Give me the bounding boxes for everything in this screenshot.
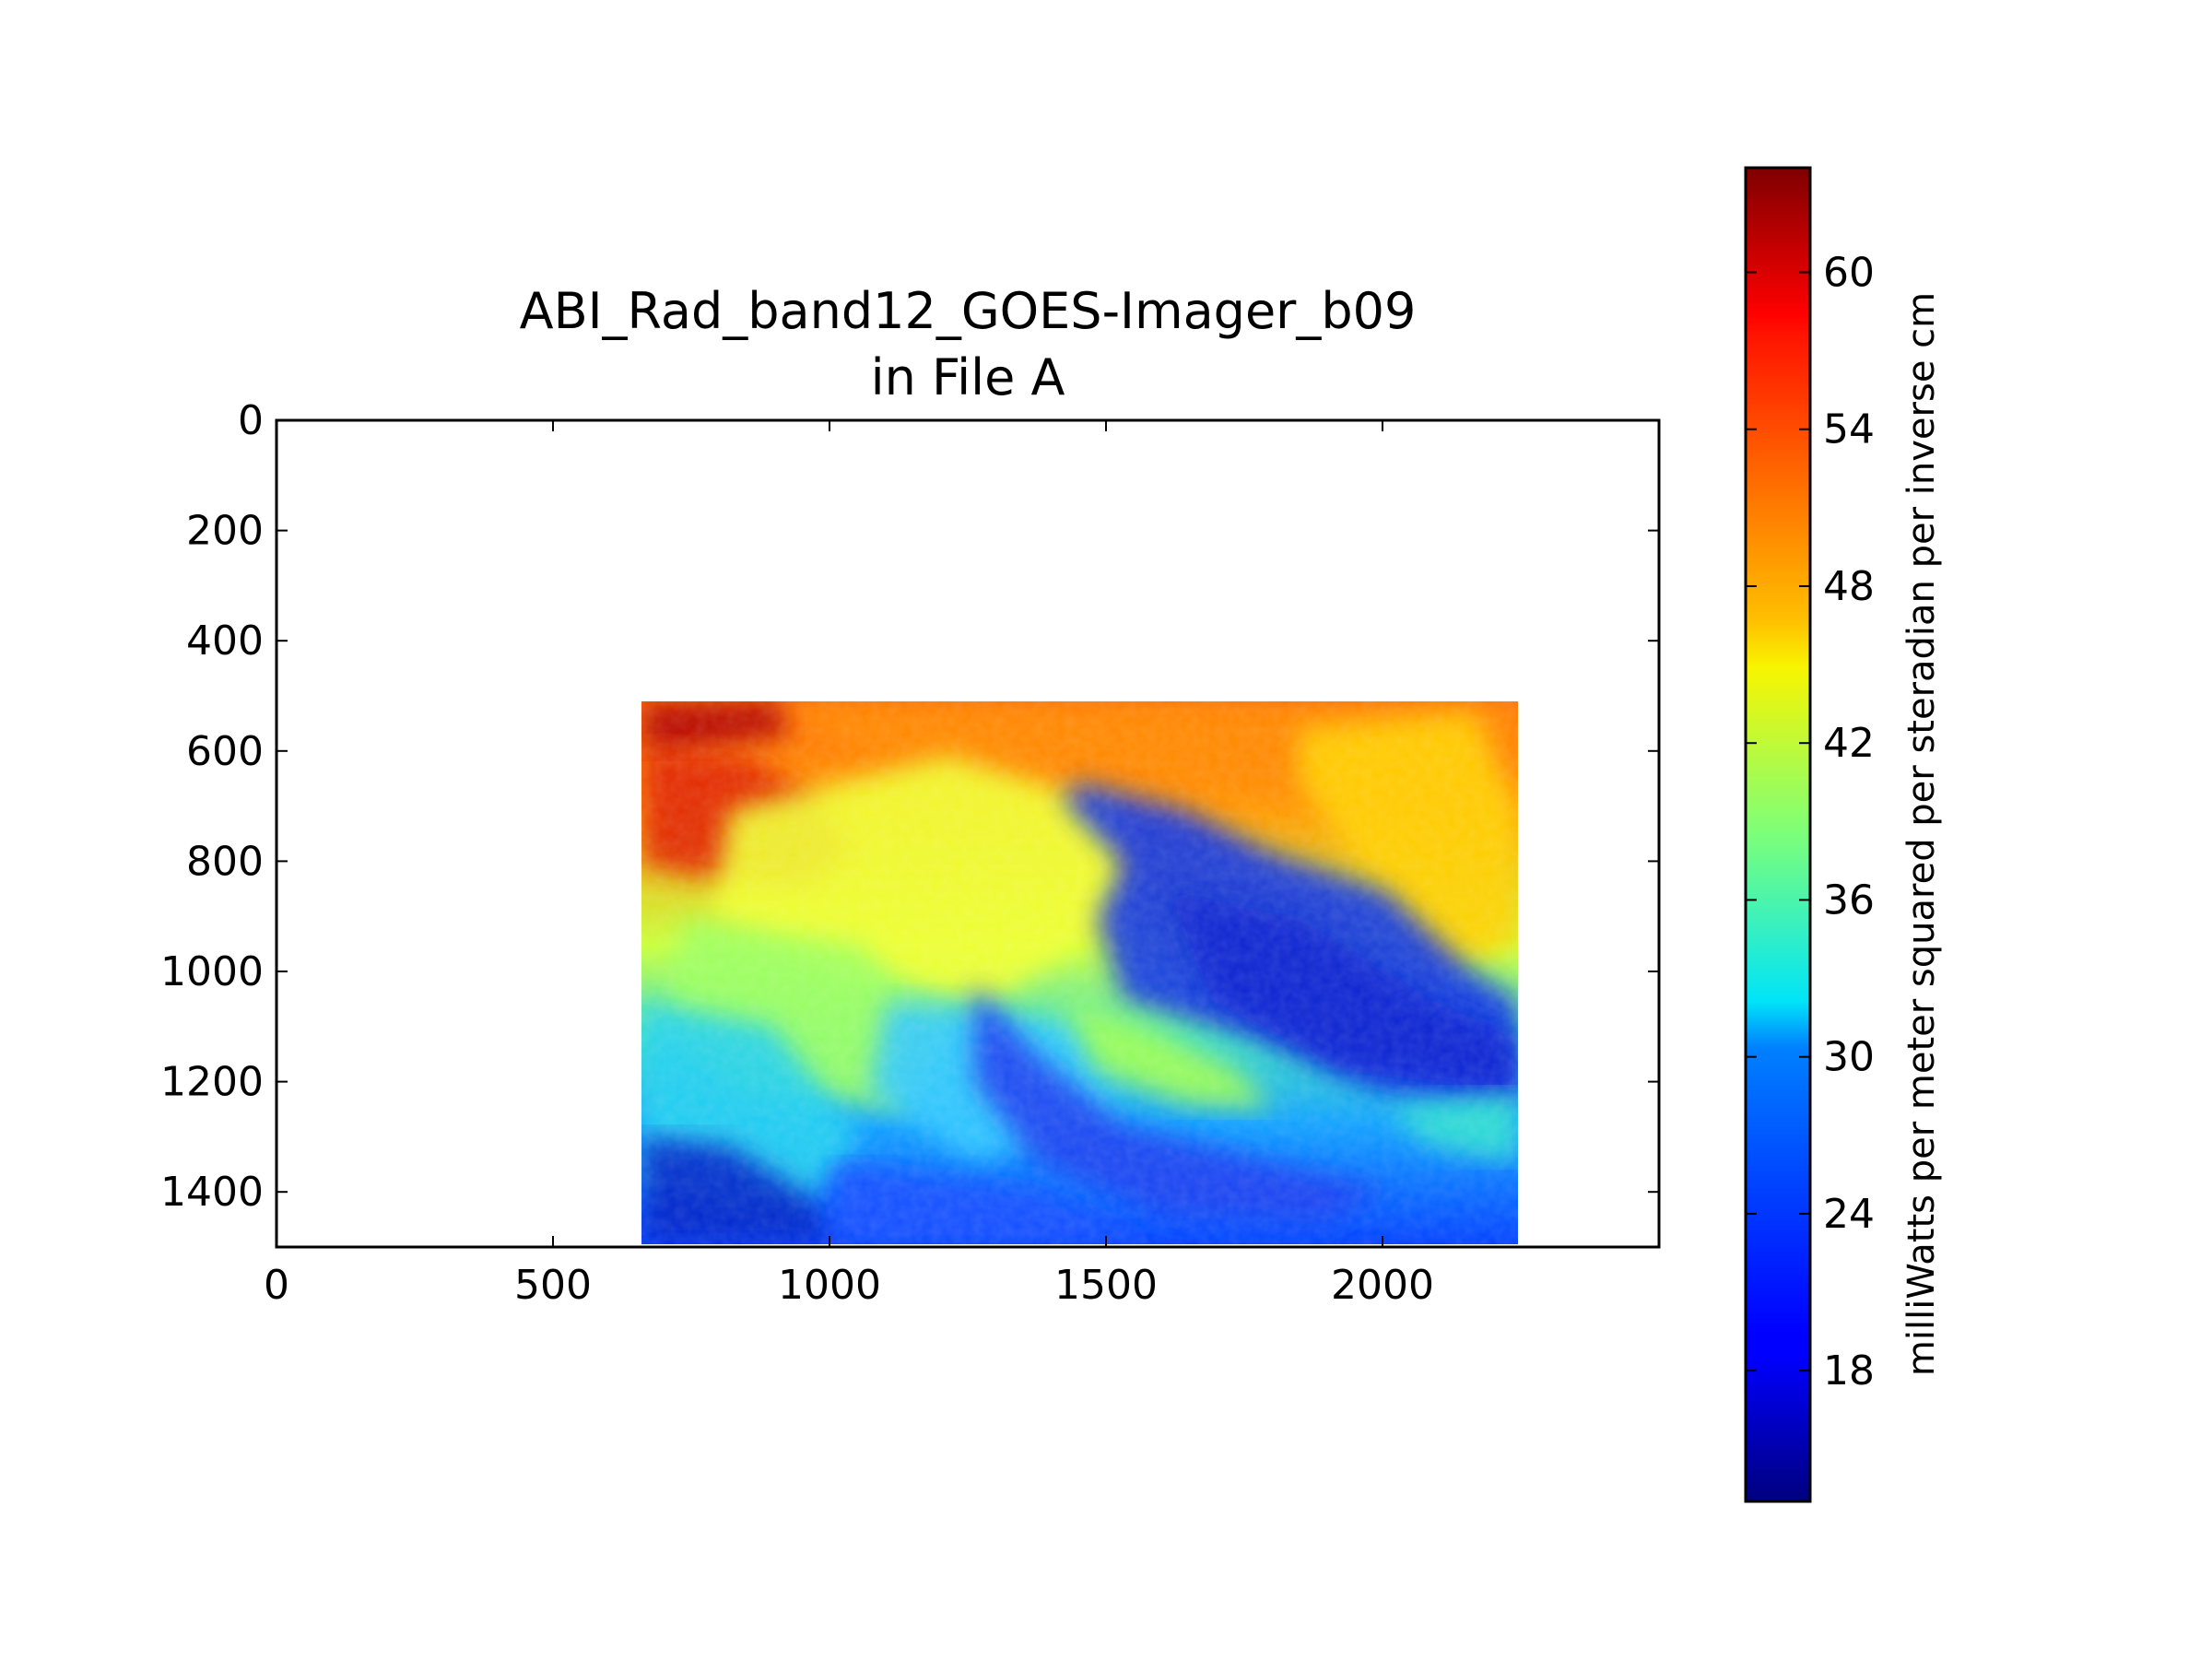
x-tick-label: 0 [264, 1262, 289, 1309]
chart-title-line2: in File A [871, 348, 1065, 406]
y-tick-label: 400 [186, 618, 264, 665]
colorbar-label: milliWatts per meter squared per steradi… [1900, 292, 1943, 1376]
colorbar-tick-label: 24 [1823, 1191, 1875, 1238]
image-texture [641, 700, 1518, 1245]
y-tick-label: 600 [186, 728, 264, 775]
colorbar [1744, 166, 1812, 1503]
y-tick-label: 200 [186, 508, 264, 555]
y-tick-label: 800 [186, 838, 264, 885]
chart-title-line1: ABI_Rad_band12_GOES-Imager_b09 [520, 282, 1417, 340]
colorbar-tick-label: 36 [1823, 877, 1875, 924]
colorbar-tick-label: 30 [1823, 1034, 1875, 1081]
x-tick-label: 1000 [778, 1262, 881, 1309]
y-tick-label: 1000 [160, 948, 264, 995]
y-tick-label: 1400 [160, 1169, 264, 1216]
x-tick-label: 500 [514, 1262, 592, 1309]
y-tick-label: 1200 [160, 1059, 264, 1106]
x-axis: 0 500 1000 1500 2000 [264, 420, 1434, 1309]
colorbar-tick-label: 18 [1823, 1347, 1875, 1394]
x-tick-label: 2000 [1331, 1262, 1434, 1309]
colorbar-tick-label: 42 [1823, 720, 1875, 767]
x-tick-label: 1500 [1054, 1262, 1158, 1309]
colorbar-tick-label: 60 [1823, 249, 1875, 296]
y-axis: 0 200 400 600 800 1000 1200 1400 [160, 397, 1659, 1216]
colorbar-ticks: 18 24 30 36 42 48 54 60 [1746, 249, 1875, 1394]
colorbar-tick-label: 48 [1823, 563, 1875, 610]
y-tick-label: 0 [238, 397, 264, 444]
colorbar-tick-label: 54 [1823, 406, 1875, 453]
plot-area-frame [275, 418, 1661, 1249]
radiance-image [641, 700, 1518, 1245]
